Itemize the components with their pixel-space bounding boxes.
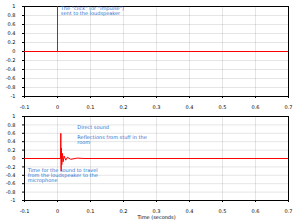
svg-text:0.7: 0.7	[285, 104, 293, 110]
svg-text:0.4: 0.4	[8, 30, 16, 36]
svg-text:1: 1	[12, 113, 15, 119]
svg-text:0: 0	[56, 104, 59, 110]
svg-text:-0.4: -0.4	[6, 172, 16, 178]
svg-text:0.4: 0.4	[186, 104, 194, 110]
svg-text:Time for the sound to travelfr: Time for the sound to travelfrom the lou…	[27, 167, 98, 184]
svg-text:0.2: 0.2	[120, 104, 128, 110]
svg-text:0.5: 0.5	[219, 208, 227, 214]
svg-text:-1: -1	[11, 93, 16, 99]
svg-text:0.3: 0.3	[152, 208, 161, 215]
svg-text:-0.2: -0.2	[6, 164, 16, 170]
svg-text:0.8: 0.8	[8, 122, 16, 128]
svg-text:-0.4: -0.4	[6, 66, 16, 72]
svg-text:0.4: 0.4	[8, 138, 16, 144]
svg-text:-0.1: -0.1	[20, 208, 30, 214]
svg-text:0.6: 0.6	[8, 21, 16, 27]
svg-text:-0.8: -0.8	[6, 84, 16, 90]
svg-text:0.6: 0.6	[252, 104, 260, 110]
svg-text:The "click" (or "impulse")sent: The "click" (or "impulse")sent to the lo…	[60, 5, 124, 17]
svg-text:0.1: 0.1	[87, 104, 95, 110]
svg-text:-0.2: -0.2	[6, 57, 16, 63]
svg-text:-0.6: -0.6	[6, 180, 16, 186]
svg-text:0.7: 0.7	[285, 208, 293, 214]
svg-text:0.6: 0.6	[252, 208, 260, 214]
svg-text:0.2: 0.2	[8, 147, 16, 153]
svg-text:0.4: 0.4	[186, 208, 194, 214]
svg-text:-0.8: -0.8	[6, 189, 16, 195]
svg-text:0.6: 0.6	[8, 130, 16, 136]
svg-text:-1: -1	[11, 197, 16, 203]
svg-text:-0.6: -0.6	[6, 75, 16, 81]
svg-text:0: 0	[12, 48, 15, 54]
svg-text:1: 1	[12, 3, 15, 9]
svg-text:Time (seconds): Time (seconds)	[136, 214, 175, 220]
svg-text:Reflections from stuff in ther: Reflections from stuff in theroom	[77, 134, 146, 145]
svg-text:0.3: 0.3	[153, 104, 161, 110]
svg-text:-0.1: -0.1	[20, 104, 30, 110]
svg-text:0.2: 0.2	[120, 208, 128, 214]
svg-text:0.8: 0.8	[8, 12, 16, 18]
svg-text:0: 0	[56, 208, 59, 214]
svg-text:0.1: 0.1	[87, 208, 95, 214]
svg-text:0.2: 0.2	[8, 39, 16, 45]
svg-text:0.5: 0.5	[219, 104, 227, 110]
svg-text:Direct sound: Direct sound	[77, 124, 109, 130]
svg-text:0: 0	[12, 155, 15, 161]
